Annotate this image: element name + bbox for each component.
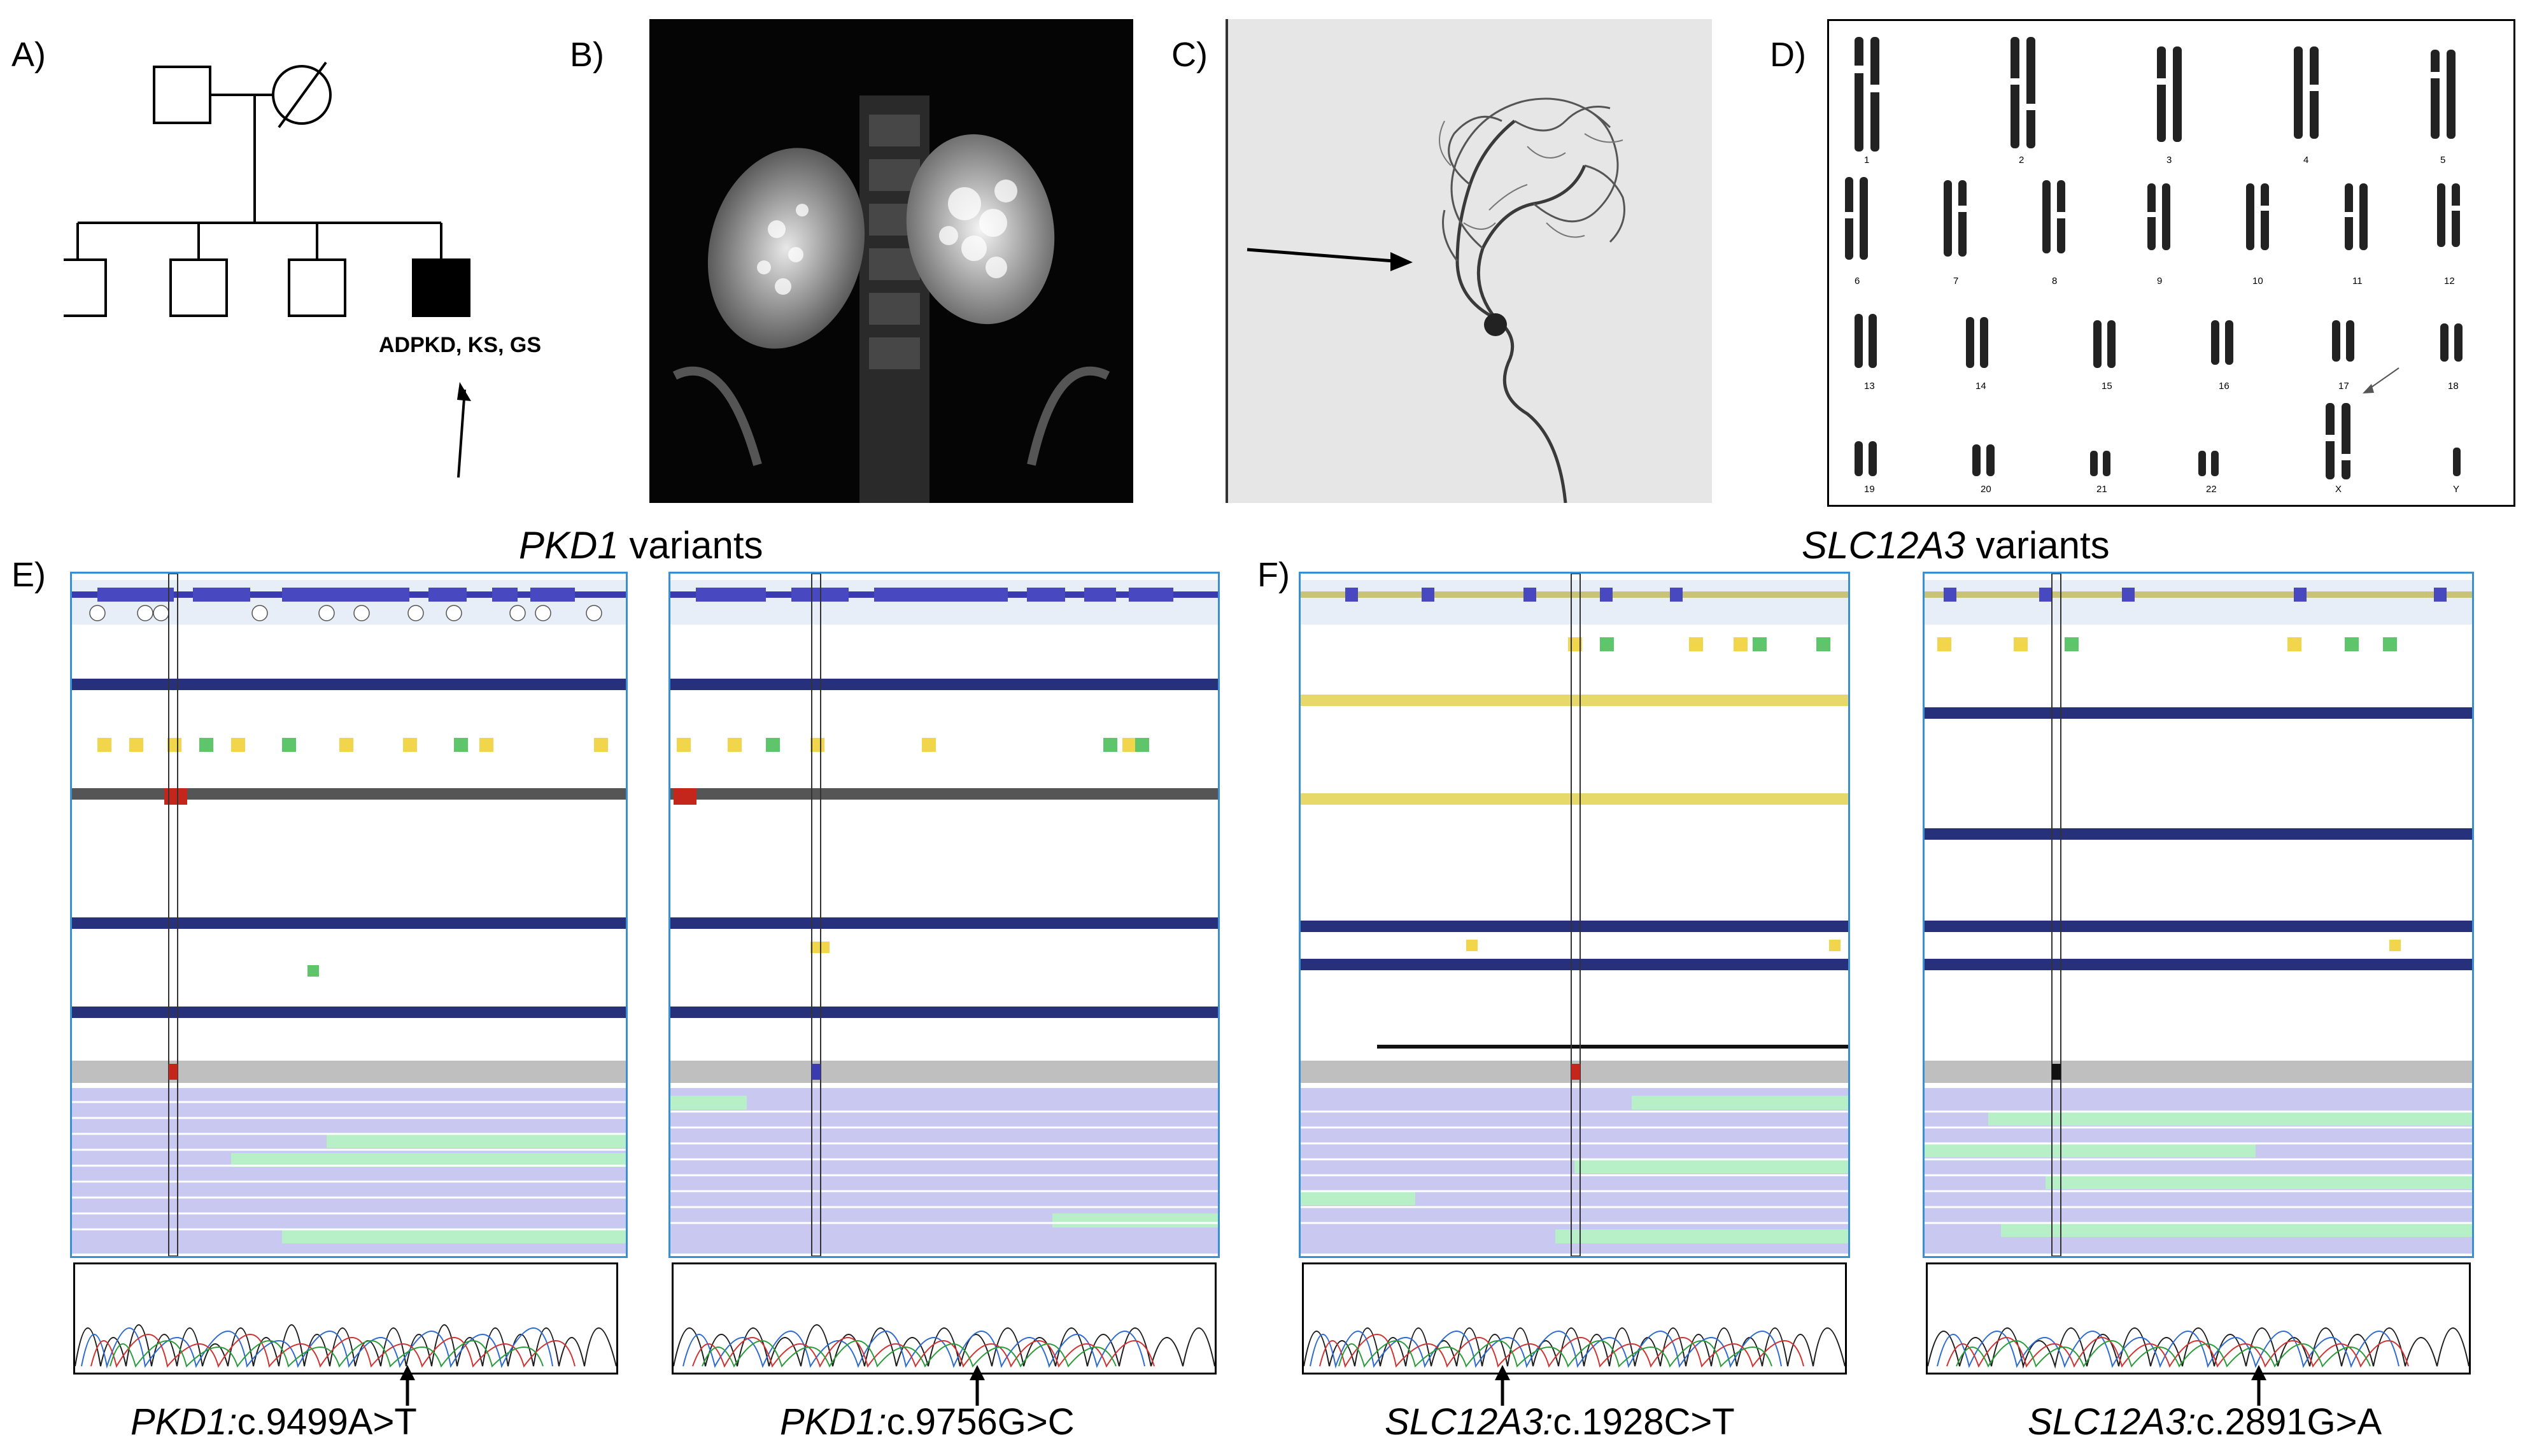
chrom-label-2: 2 xyxy=(2019,155,2025,166)
igv-track-slc12a3-1 xyxy=(1299,572,1850,1258)
pkd1-section-title: PKD1 variants xyxy=(519,523,763,567)
chrom-label-4: 4 xyxy=(2303,155,2309,166)
pedigree-sibling-3 xyxy=(288,258,346,317)
right-kidney xyxy=(906,134,1055,325)
chrom-label-20: 20 xyxy=(1981,484,1991,495)
pedigree-sibling-2 xyxy=(169,258,228,317)
sanger-trace-pkd1-2 xyxy=(672,1262,1217,1375)
variant-caption-slc12a3-1928: SLC12A3:c.1928C>T xyxy=(1385,1401,1735,1443)
panel-c-label: C) xyxy=(1171,36,1208,74)
proband-arrow xyxy=(457,389,466,478)
igv-view-slc12a3-1 xyxy=(1301,574,1848,1256)
trace-waves-pkd1-1 xyxy=(75,1324,616,1369)
chrom-label-16: 16 xyxy=(2219,381,2230,392)
panel-b-label: B) xyxy=(570,36,604,74)
variant-change: c.9499A>T xyxy=(237,1401,417,1443)
chrom-label-14: 14 xyxy=(1975,381,1986,392)
chrom-label-17: 17 xyxy=(2338,381,2349,392)
variant-gene: PKD1: xyxy=(780,1401,887,1443)
chrom-label-9: 9 xyxy=(2157,276,2163,286)
trace-waves-slc12a3-1 xyxy=(1304,1327,1845,1369)
variant-gene: SLC12A3: xyxy=(1385,1401,1553,1443)
slc12a3-title-suffix: variants xyxy=(1965,524,2110,567)
panel-e-label: E) xyxy=(11,556,46,594)
chrom-label-8: 8 xyxy=(2052,276,2058,286)
sanger-trace-slc12a3-2 xyxy=(1926,1262,2471,1375)
pedigree-chart xyxy=(64,61,471,478)
chrom-label-12: 12 xyxy=(2444,276,2455,286)
igv-track-pkd1-1 xyxy=(70,572,628,1258)
mri-image xyxy=(649,19,1133,503)
proband-phenotype: ADPKD, KS, GS xyxy=(379,333,542,357)
sanger-trace-slc12a3-1 xyxy=(1302,1262,1847,1375)
trace-waves-slc12a3-2 xyxy=(1928,1327,2469,1369)
panel-d-label: D) xyxy=(1770,36,1806,74)
variant-change: c.9756G>C xyxy=(886,1401,1075,1443)
panel-f-label: F) xyxy=(1257,556,1290,594)
slc12a3-title-gene: SLC12A3 xyxy=(1802,524,1965,567)
igv-view-pkd1-2 xyxy=(670,574,1218,1256)
chrom-label-11: 11 xyxy=(2352,276,2363,286)
variant-change: c.1928C>T xyxy=(1553,1401,1735,1443)
variant-arrows xyxy=(400,1365,2266,1406)
chrom-label-21: 21 xyxy=(2096,484,2107,495)
chrom-label-18: 18 xyxy=(2448,381,2459,392)
panel-a-label: A) xyxy=(11,36,46,74)
chrom-label-15: 15 xyxy=(2102,381,2112,392)
igv-track-slc12a3-2 xyxy=(1923,572,2474,1258)
chrom-label-7: 7 xyxy=(1953,276,1959,286)
variant-gene: SLC12A3: xyxy=(2028,1401,2196,1443)
variant-change: c.2891G>A xyxy=(2196,1401,2382,1443)
pkd1-title-gene: PKD1 xyxy=(519,524,619,567)
variant-caption-pkd1-9756: PKD1:c.9756G>C xyxy=(780,1401,1075,1443)
chrom-label-22: 22 xyxy=(2206,484,2217,495)
sanger-trace-pkd1-1 xyxy=(73,1262,618,1375)
pedigree-proband xyxy=(412,258,470,317)
chrom-label-5: 5 xyxy=(2440,155,2446,166)
slc12a3-section-title: SLC12A3 variants xyxy=(1802,523,2110,567)
igv-view-slc12a3-2 xyxy=(1925,574,2472,1256)
igv-track-pkd1-2 xyxy=(668,572,1220,1258)
karyotype-chromosomes xyxy=(1845,37,2463,479)
pedigree-father xyxy=(153,66,211,124)
chrom-label-3: 3 xyxy=(2166,155,2172,166)
angiogram-image xyxy=(1226,19,1712,503)
aneurysm-arrow xyxy=(1247,248,1394,263)
chrom-label-19: 19 xyxy=(1864,484,1875,495)
pedigree-sibling-1 xyxy=(64,258,107,317)
chrom-label-1: 1 xyxy=(1864,155,1870,166)
variant-caption-pkd1-9499: PKD1:c.9499A>T xyxy=(131,1401,417,1443)
igv-view-pkd1-1 xyxy=(72,574,626,1256)
variant-gene: PKD1: xyxy=(131,1401,237,1443)
chrom-label-x: X xyxy=(2335,484,2342,495)
chrom-label-6: 6 xyxy=(1855,276,1860,286)
karyotype-frame: 1 2 3 4 5 6 7 8 9 10 11 12 13 14 15 16 1… xyxy=(1827,19,2515,507)
variant-caption-slc12a3-2891: SLC12A3:c.2891G>A xyxy=(2028,1401,2382,1443)
chrom-label-13: 13 xyxy=(1864,381,1875,392)
aneurysm xyxy=(1484,313,1507,336)
chrom-label-10: 10 xyxy=(2252,276,2263,286)
trace-waves-pkd1-2 xyxy=(674,1324,1215,1369)
chrom-label-y: Y xyxy=(2453,484,2460,495)
pkd1-title-suffix: variants xyxy=(618,524,763,567)
left-kidney xyxy=(707,148,865,349)
